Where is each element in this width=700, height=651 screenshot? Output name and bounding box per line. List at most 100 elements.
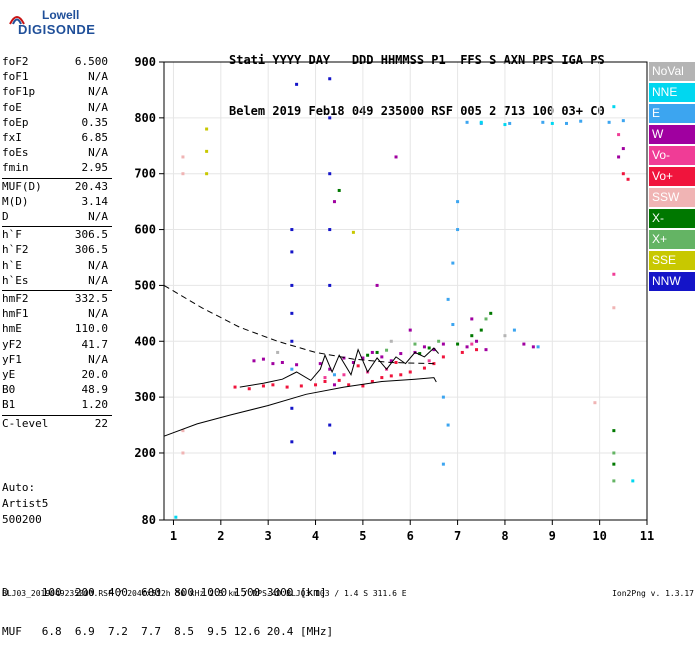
trace-line: [239, 347, 439, 388]
header-values: Belem 2019 Feb18 049 235000 RSF 005 2 71…: [229, 104, 605, 118]
param-row: foF1 N/A: [2, 70, 108, 85]
param-label: foEs: [2, 146, 29, 160]
data-point: [446, 297, 450, 301]
param-label: h`E: [2, 258, 22, 272]
legend-entry: X-: [649, 209, 695, 228]
data-point: [394, 360, 398, 364]
data-point: [607, 120, 611, 124]
param-row: M(D) 3.14: [2, 195, 108, 210]
data-point: [290, 440, 294, 444]
param-row: yE 20.0: [2, 368, 108, 383]
data-point: [181, 155, 185, 159]
param-value: N/A: [88, 352, 108, 366]
data-point: [432, 348, 436, 352]
data-point: [337, 378, 341, 382]
polarization-legend: NoVal NNE E W Vo- Vo+ SSW X- X+ SSE NNW: [649, 62, 695, 293]
param-label: fxI: [2, 131, 22, 144]
version-label: Ion2Png v. 1.3.17: [612, 589, 694, 598]
y-tick-label: 80: [142, 513, 156, 527]
y-tick-label: 600: [134, 223, 156, 237]
data-point: [470, 334, 474, 338]
data-point: [512, 328, 516, 332]
data-point: [290, 311, 294, 315]
data-point: [261, 384, 265, 388]
param-row: h`E N/A: [2, 259, 108, 274]
data-point: [399, 352, 403, 356]
data-point: [328, 367, 332, 371]
data-point: [328, 283, 332, 287]
param-value: N/A: [88, 258, 108, 272]
y-tick-label: 500: [134, 278, 156, 292]
data-point: [181, 429, 185, 433]
param-label: MUF(D): [2, 179, 42, 193]
param-value: 20.0: [81, 368, 109, 381]
data-point: [295, 82, 299, 86]
param-value: N/A: [88, 273, 108, 287]
data-point: [456, 228, 460, 232]
data-point: [456, 342, 460, 346]
param-value: 48.9: [81, 383, 109, 397]
data-point: [328, 77, 332, 81]
data-point: [314, 383, 318, 387]
logo-mark-icon: [9, 16, 25, 25]
data-point: [285, 385, 289, 389]
param-label: M(D): [2, 194, 29, 208]
data-point: [489, 311, 493, 315]
data-point: [290, 339, 294, 343]
param-label: yF1: [2, 352, 22, 366]
data-point: [465, 345, 469, 349]
data-point: [205, 127, 209, 131]
data-point: [351, 360, 355, 364]
data-point: [290, 228, 294, 232]
autoscaling-info: Auto: Artist5 500200: [2, 480, 48, 528]
data-point: [290, 250, 294, 254]
data-point: [299, 384, 303, 388]
logo-line2: DIGISONDE: [18, 22, 96, 37]
data-point: [261, 357, 265, 361]
data-point: [366, 353, 370, 357]
param-row: hmF1 N/A: [2, 307, 108, 322]
muf-table: D 100 200 400 600 800 1000 1500 3000 [km…: [2, 560, 333, 651]
data-point: [427, 359, 431, 363]
auto-program: Artist5: [2, 497, 49, 510]
data-point: [332, 373, 336, 377]
param-value: 2.95: [81, 161, 109, 175]
param-row: MUF(D) 20.43: [2, 180, 108, 195]
x-tick-label: 1: [170, 529, 177, 543]
param-label: B1: [2, 398, 16, 412]
header-labels: Stati YYYY DAY DDD HHMMSS P1 FFS S AXN P…: [229, 53, 605, 67]
data-point: [432, 362, 436, 366]
data-point: [470, 342, 474, 346]
data-point: [631, 479, 635, 483]
data-point: [385, 348, 389, 352]
param-label: foEp: [2, 115, 29, 129]
param-row: foEp 0.35: [2, 116, 108, 131]
data-point: [437, 339, 441, 343]
x-tick-label: 11: [640, 529, 654, 543]
data-point: [475, 339, 479, 343]
param-value: 6.500: [74, 55, 108, 68]
data-point: [451, 261, 455, 265]
param-label: foF1p: [2, 85, 36, 99]
data-point: [323, 376, 327, 380]
data-point: [290, 283, 294, 287]
param-label: fmin: [2, 161, 29, 175]
data-point: [441, 395, 445, 399]
legend-entry: NNW: [649, 272, 695, 291]
data-point: [174, 515, 178, 519]
param-row: foE N/A: [2, 101, 108, 116]
data-point: [550, 121, 554, 125]
data-point: [347, 383, 351, 387]
data-point: [276, 350, 280, 354]
param-value: N/A: [88, 70, 108, 84]
param-label: hmF2: [2, 292, 29, 305]
data-point: [342, 356, 346, 360]
data-point: [356, 364, 360, 368]
ionogram-chart: 1 2 3 4 5 6 7 8 9 10 11 80 200 300 400 500 600 700 800 900: [134, 55, 654, 543]
y-tick-label: 400: [134, 334, 156, 348]
param-value: N/A: [88, 100, 108, 114]
param-label: foF1: [2, 70, 29, 84]
param-row: B1 1.20: [2, 398, 108, 413]
logo-line1: Lowell: [42, 8, 80, 22]
data-point: [621, 119, 625, 123]
